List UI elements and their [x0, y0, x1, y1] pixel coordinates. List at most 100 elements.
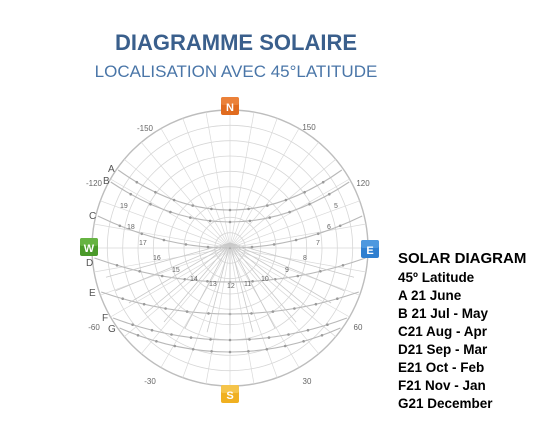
hour-point: [160, 274, 164, 278]
azimuth-line: [124, 159, 231, 249]
azimuth-line: [182, 118, 231, 249]
hour-line: [229, 242, 355, 278]
svg-text:N: N: [226, 102, 234, 114]
hour-point: [247, 207, 250, 211]
azimuth-line: [205, 112, 231, 249]
hour-point: [138, 270, 141, 273]
azimuth-line: [94, 223, 231, 249]
hour-point: [248, 219, 252, 223]
diagram-labels: -150 150 -120 120 -60 60 -30 30 A B C D …: [86, 123, 370, 386]
azimuth-label: 120: [356, 179, 370, 188]
south-marker: S: [221, 385, 239, 403]
azimuth-line: [94, 247, 231, 273]
hour-label: 5: [334, 203, 338, 210]
hour-line: [229, 242, 345, 292]
hour-point: [336, 297, 339, 301]
azimuth-line: [229, 247, 336, 337]
hour-point: [170, 333, 173, 336]
azimuth-line: [124, 247, 231, 337]
hour-point: [267, 336, 271, 339]
hour-point: [191, 348, 195, 351]
west-marker: W: [80, 238, 98, 256]
hour-point: [287, 333, 290, 336]
hour-line: [144, 242, 231, 314]
azimuth-line: [160, 128, 231, 249]
hour-point: [303, 190, 306, 194]
hour-point: [228, 350, 232, 354]
svg-text:E: E: [366, 245, 373, 257]
hour-label: 6: [327, 224, 331, 231]
azimuth-line: [100, 200, 231, 249]
curve-label-f: F: [102, 313, 108, 324]
curve-label-d: D: [86, 258, 93, 269]
hour-point: [135, 180, 139, 184]
legend-item: 45º Latitude: [398, 270, 475, 285]
curve-label-g: G: [108, 324, 116, 335]
legend-item: E21 Oct - Feb: [398, 360, 485, 375]
azimuth-label: 60: [354, 323, 363, 332]
azimuth-line: [141, 142, 231, 249]
hour-point: [150, 328, 154, 332]
hour-point: [228, 208, 232, 212]
hour-point: [210, 207, 213, 211]
hour-label: 13: [209, 281, 217, 288]
hour-point: [162, 238, 166, 242]
curve-label-a: A: [108, 164, 115, 175]
hour-point: [288, 210, 291, 214]
hour-point: [314, 302, 318, 306]
hour-point: [155, 340, 158, 343]
page-title: DIAGRAMME SOLAIRE: [115, 30, 357, 55]
hour-label: 7: [316, 240, 320, 247]
hour-point: [185, 310, 189, 313]
hour-label: 16: [153, 255, 161, 262]
hour-point: [129, 192, 132, 196]
svg-text:S: S: [226, 390, 233, 402]
hour-point: [326, 323, 329, 327]
hour-point: [209, 338, 212, 341]
hour-point: [208, 219, 212, 223]
north-marker: N: [221, 97, 239, 115]
hour-label: 18: [127, 224, 135, 231]
azimuth-label: -150: [137, 124, 154, 133]
hour-point: [173, 344, 177, 348]
hour-point: [189, 336, 193, 339]
hour-point: [320, 334, 324, 337]
azimuth-line: [229, 247, 319, 354]
hour-label: 9: [285, 267, 289, 274]
hour-point: [316, 232, 320, 236]
hour-line: [206, 242, 231, 333]
hour-point: [266, 204, 269, 207]
legend-title: SOLAR DIAGRAM: [398, 250, 527, 267]
azimuth-line: [229, 112, 255, 249]
azimuth-label: -30: [144, 377, 156, 386]
hour-point: [293, 307, 296, 310]
hour-point: [302, 340, 305, 343]
hour-line: [128, 242, 231, 304]
hour-point: [328, 192, 331, 196]
hour-point: [319, 270, 322, 273]
azimuth-line: [110, 178, 231, 249]
legend-item: A 21 June: [398, 288, 462, 303]
legend: SOLAR DIAGRAM 45º Latitude A 21 June B 2…: [398, 249, 526, 413]
hour-line: [229, 242, 297, 323]
hour-point: [251, 280, 254, 283]
hour-line: [105, 242, 231, 278]
hour-point: [283, 344, 287, 348]
azimuth-line: [229, 200, 360, 249]
azimuth-label: -120: [86, 179, 103, 188]
azimuth-line: [229, 142, 319, 249]
azimuth-line: [229, 159, 336, 249]
hour-point: [142, 302, 146, 306]
hour-label: 15: [172, 267, 180, 274]
hour-point: [140, 232, 144, 236]
hour-line: [163, 242, 231, 323]
hour-point: [207, 312, 210, 315]
azimuth-line: [141, 247, 231, 354]
azimuth-label: 30: [303, 377, 312, 386]
hour-point: [154, 190, 157, 194]
curve-label-b: B: [103, 176, 110, 187]
hour-point: [308, 202, 311, 206]
hour-point: [250, 245, 254, 249]
azimuth-label: 150: [302, 123, 316, 132]
